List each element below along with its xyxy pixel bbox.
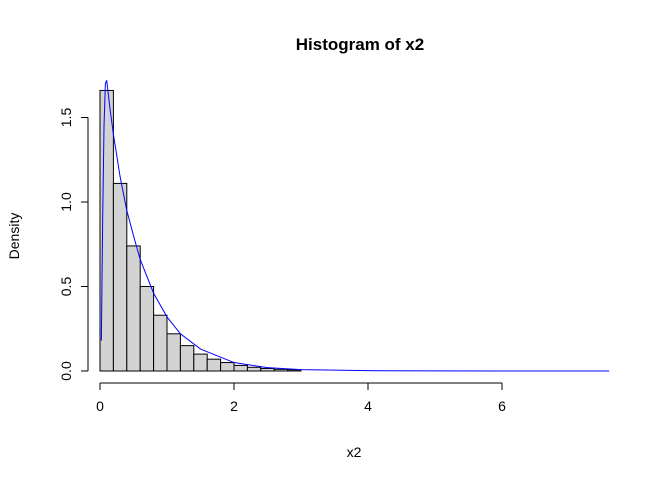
histogram-bar bbox=[273, 368, 289, 372]
histogram-bar bbox=[260, 367, 275, 372]
x-tick-label: 4 bbox=[364, 398, 372, 414]
chart-title: Histogram of x2 bbox=[296, 35, 424, 54]
x-tick-label: 6 bbox=[498, 398, 506, 414]
y-axis-label: Density bbox=[6, 213, 22, 260]
histogram-bar bbox=[153, 314, 168, 372]
histogram-bar bbox=[112, 182, 128, 372]
histogram-bar bbox=[179, 345, 195, 372]
x-axis-label: x2 bbox=[347, 444, 362, 460]
y-tick-label: 0.0 bbox=[58, 361, 74, 381]
x-tick-label: 2 bbox=[230, 398, 238, 414]
y-tick-label: 1.5 bbox=[58, 108, 74, 128]
histogram-bar bbox=[99, 89, 114, 372]
y-tick-label: 1.0 bbox=[58, 192, 74, 212]
x-tick-label: 0 bbox=[96, 398, 104, 414]
histogram-bar bbox=[246, 366, 262, 372]
histogram-bar bbox=[193, 353, 208, 372]
histogram-bar bbox=[139, 286, 155, 372]
histogram-bar bbox=[233, 364, 248, 372]
y-tick-label: 0.5 bbox=[58, 277, 74, 297]
histogram-bar bbox=[166, 333, 181, 372]
x-axis: 0 2 4 6 bbox=[96, 382, 506, 414]
histogram-bar bbox=[220, 362, 235, 372]
histogram-bar bbox=[287, 369, 302, 372]
histogram-bar bbox=[126, 245, 141, 372]
histogram-bars bbox=[99, 89, 302, 372]
histogram-bar bbox=[206, 358, 222, 372]
y-axis: 0.0 0.5 1.0 1.5 bbox=[58, 108, 89, 381]
density-curve bbox=[100, 80, 610, 372]
